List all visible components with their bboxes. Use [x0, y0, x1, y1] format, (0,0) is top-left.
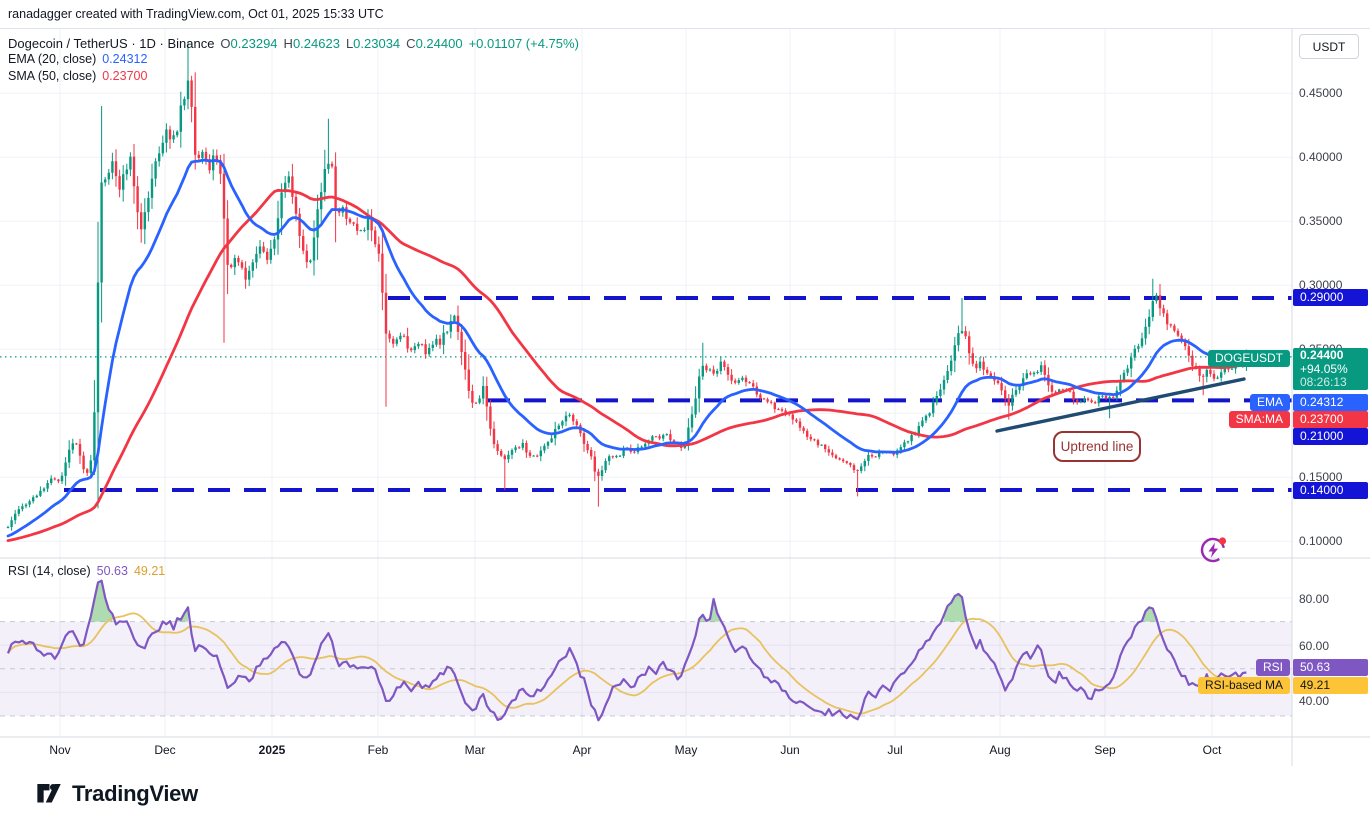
- rsi-tick-80.00: 80.00: [1299, 592, 1330, 606]
- low-label: L: [345, 36, 354, 51]
- time-label-Jun: Jun: [780, 743, 800, 757]
- time-label-May: May: [674, 743, 698, 757]
- level-badge-0.21000[interactable]: 0.21000: [1293, 428, 1368, 445]
- ema-value: 0.24312: [102, 52, 148, 66]
- rsi-ma-tag[interactable]: RSI-based MA: [1197, 677, 1290, 694]
- attribution-bar: ranadagger created with TradingView.com,…: [0, 0, 1370, 29]
- last-price-value: 0.24400: [1300, 348, 1344, 362]
- sma-legend-row[interactable]: SMA (50, close) 0.23700: [8, 69, 147, 83]
- rsi-label: RSI (14, close): [8, 564, 91, 578]
- change-value: +0.01107 (+4.75%): [468, 36, 579, 51]
- time-label-Sep: Sep: [1094, 743, 1116, 757]
- level-badge-0.29000[interactable]: 0.29000: [1293, 289, 1368, 306]
- price-tick-0.10000: 0.10000: [1299, 534, 1343, 548]
- close-value: 0.24400: [415, 36, 463, 51]
- last-price-badge[interactable]: 0.24400 +94.05% 08:26:13: [1293, 348, 1368, 390]
- time-label-Oct: Oct: [1202, 743, 1222, 757]
- bar-countdown: 08:26:13: [1300, 375, 1347, 389]
- tradingview-logo-icon: [37, 784, 61, 803]
- high-value: 0.24623: [292, 36, 340, 51]
- sma-label: SMA (50, close): [8, 69, 97, 83]
- rsi-legend-row[interactable]: RSI (14, close) 50.63 49.21: [8, 564, 165, 578]
- time-label-Dec: Dec: [154, 743, 176, 757]
- sma-axis-badge[interactable]: 0.23700: [1293, 411, 1368, 428]
- tradingview-logo[interactable]: TradingView: [36, 780, 198, 807]
- alert-lightning-icon[interactable]: [1197, 532, 1231, 566]
- symbol-legend-row[interactable]: Dogecoin / TetherUS · 1D · Binance O0.23…: [8, 35, 579, 53]
- close-label: C: [406, 36, 416, 51]
- price-tick-0.40000: 0.40000: [1299, 150, 1343, 164]
- currency-toggle-button[interactable]: USDT: [1299, 34, 1359, 59]
- rsi-tick-40.00: 40.00: [1299, 694, 1330, 708]
- low-value: 0.23034: [353, 36, 401, 51]
- price-tick-0.30000: 0.30000: [1299, 278, 1343, 292]
- time-label-Mar: Mar: [464, 743, 486, 757]
- high-label: H: [283, 36, 293, 51]
- price-tick-0.45000: 0.45000: [1299, 86, 1343, 100]
- open-label: O: [220, 36, 231, 51]
- level-badge-0.14000[interactable]: 0.14000: [1293, 482, 1368, 499]
- ema-label: EMA (20, close): [8, 52, 97, 66]
- price-tick-0.35000: 0.35000: [1299, 214, 1343, 228]
- time-label-Feb: Feb: [367, 743, 389, 757]
- time-label-Nov: Nov: [49, 743, 71, 757]
- uptrend-line-label[interactable]: Uptrend line: [1053, 431, 1141, 462]
- ema-tag[interactable]: EMA: [1249, 394, 1290, 411]
- time-label-Apr: Apr: [572, 743, 592, 757]
- rsi-tag[interactable]: RSI: [1255, 659, 1290, 676]
- symbol-tag[interactable]: DOGEUSDT: [1207, 350, 1290, 367]
- rsi-axis-badge[interactable]: 50.63: [1293, 659, 1368, 676]
- tradingview-brand-text: TradingView: [72, 780, 198, 806]
- symbol-title: Dogecoin / TetherUS · 1D · Binance: [8, 36, 215, 51]
- rsi-value: 50.63: [96, 564, 128, 578]
- sma-value: 0.23700: [102, 69, 148, 83]
- time-label-Jul: Jul: [887, 743, 903, 757]
- time-label-2025: 2025: [258, 743, 286, 757]
- price-tick-0.15000: 0.15000: [1299, 470, 1343, 484]
- rsi-ma-value: 49.21: [133, 564, 166, 578]
- change-percent: +94.05%: [1300, 361, 1348, 376]
- rsi-tick-60.00: 60.00: [1299, 639, 1330, 653]
- attribution-text: ranadagger created with TradingView.com,…: [8, 7, 384, 21]
- rsi-ma-axis-badge[interactable]: 49.21: [1293, 677, 1368, 694]
- ema-legend-row[interactable]: EMA (20, close) 0.24312: [8, 52, 147, 66]
- open-value: 0.23294: [230, 36, 278, 51]
- ema-axis-badge[interactable]: 0.24312: [1293, 394, 1368, 411]
- sma-tag[interactable]: SMA:MA: [1228, 411, 1290, 428]
- time-label-Aug: Aug: [989, 743, 1011, 757]
